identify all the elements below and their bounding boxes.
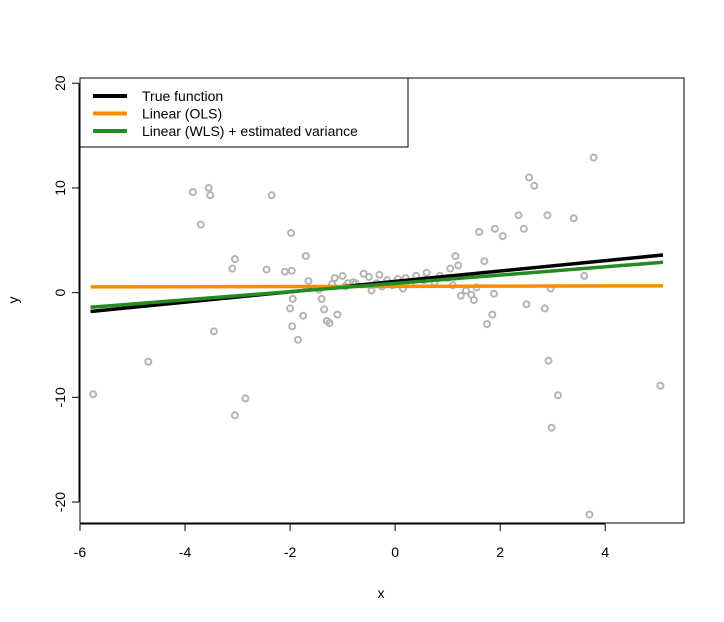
y-axis-title: y [5, 297, 21, 304]
legend-label-3: Linear (WLS) + estimated variance [142, 123, 358, 139]
data-point [544, 356, 553, 365]
data-point [89, 390, 98, 399]
legend-label-1: True function [142, 88, 223, 104]
data-point [367, 286, 376, 295]
data-point [230, 411, 239, 420]
y-tick-label: 0 [52, 289, 68, 297]
data-point [317, 294, 326, 303]
y-tick-label: 10 [52, 180, 68, 196]
data-point [299, 311, 308, 320]
data-point [294, 335, 302, 344]
points-layer [89, 153, 665, 519]
data-point [469, 296, 478, 304]
data-point [547, 423, 556, 432]
data-point [543, 211, 552, 220]
x-axis-title: x [378, 585, 385, 601]
x-tick-label: 0 [391, 544, 399, 560]
x-tick-label: -4 [179, 544, 192, 560]
data-point [196, 220, 205, 229]
data-point [553, 391, 562, 400]
data-point [480, 257, 489, 266]
y-tick-label: -10 [52, 387, 68, 407]
data-point [525, 173, 534, 182]
data-point [589, 153, 598, 162]
data-point [490, 224, 499, 233]
data-point [454, 261, 463, 270]
data-point [489, 289, 498, 298]
data-point [188, 188, 197, 197]
data-point [569, 214, 578, 223]
data-point [330, 274, 339, 282]
y-axis: -20 -10 0 10 20 [52, 75, 80, 512]
data-point [230, 255, 239, 264]
data-point [301, 252, 310, 260]
x-tick-label: -6 [74, 544, 87, 560]
x-tick-label: 4 [601, 544, 609, 560]
x-tick-label: -2 [284, 544, 297, 560]
data-point [267, 191, 276, 200]
data-point [451, 252, 460, 260]
data-point [325, 319, 334, 327]
y-tick-label: -20 [52, 492, 68, 512]
series-line-3 [90, 260, 664, 310]
data-point [522, 300, 531, 309]
data-point [288, 322, 297, 331]
data-point [446, 264, 455, 273]
data-point [286, 304, 295, 313]
legend-box [79, 77, 409, 148]
data-point [144, 357, 153, 366]
data-point [475, 227, 484, 236]
data-point [280, 267, 289, 276]
data-point [519, 224, 528, 233]
data-point [209, 327, 218, 336]
data-point [514, 211, 523, 220]
data-point [204, 183, 213, 192]
data-point [333, 310, 342, 319]
data-point [488, 310, 497, 319]
x-axis: -6 -4 -2 0 2 4 [74, 523, 609, 560]
data-point [456, 291, 465, 300]
data-point [656, 381, 665, 390]
data-point [540, 304, 549, 313]
data-point [287, 229, 296, 237]
legend: True function Linear (OLS)Linear (WLS) + … [79, 77, 409, 148]
x-tick-label: 2 [496, 544, 504, 560]
data-point [375, 270, 384, 279]
data-point [422, 268, 431, 277]
data-point [206, 191, 215, 200]
data-point [338, 271, 347, 280]
data-point [287, 266, 296, 275]
data-point [530, 181, 539, 190]
data-point [364, 272, 373, 281]
legend-label-2: Linear (OLS) [142, 106, 222, 122]
data-point [580, 271, 589, 280]
data-point [585, 510, 594, 519]
data-point [262, 265, 271, 274]
data-point [498, 232, 507, 241]
data-point [483, 320, 491, 329]
data-point [288, 294, 297, 303]
lines-layer [90, 253, 664, 314]
data-point [241, 394, 250, 403]
data-point [320, 305, 329, 314]
data-point [304, 277, 313, 286]
data-point [228, 264, 237, 273]
y-tick-label: 20 [52, 75, 68, 91]
